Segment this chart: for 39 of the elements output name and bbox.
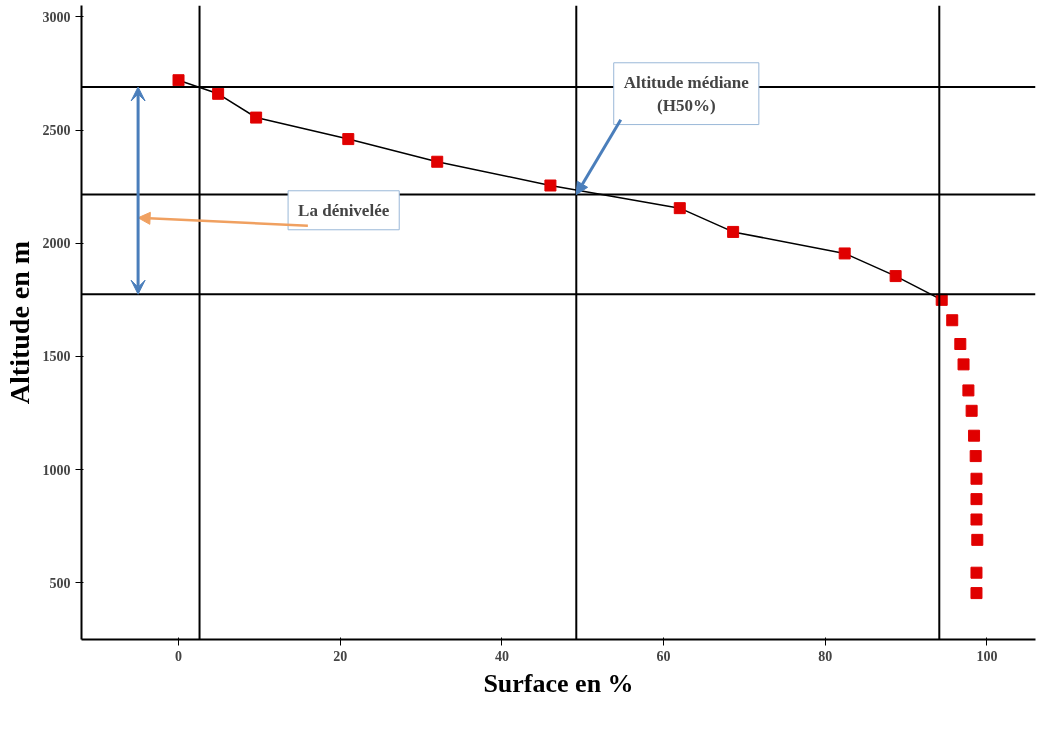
- point: [970, 472, 983, 485]
- point: [946, 314, 959, 327]
- point: [971, 533, 984, 546]
- x-tick-label: 20: [333, 648, 348, 664]
- point: [889, 270, 902, 283]
- point: [954, 338, 967, 351]
- point: [212, 87, 225, 100]
- point: [970, 493, 983, 506]
- annotation: Altitude médiane (H50%): [623, 72, 750, 115]
- point: [727, 225, 740, 238]
- point: [970, 566, 983, 579]
- point: [970, 587, 983, 600]
- point: [962, 384, 975, 397]
- point: [968, 429, 981, 442]
- point: [250, 111, 263, 124]
- y-tick-label: 1000: [42, 462, 71, 478]
- y-tick-label: 2000: [42, 236, 71, 252]
- x-axis-title: Surface en %: [483, 668, 634, 698]
- point: [431, 155, 444, 168]
- y-tick-label: 500: [49, 575, 71, 591]
- point: [957, 358, 970, 371]
- x-tick-label: 60: [656, 648, 671, 664]
- point: [838, 247, 851, 260]
- point: [965, 404, 978, 417]
- point: [172, 74, 185, 87]
- x-tick-label: 80: [818, 648, 833, 664]
- point: [544, 179, 557, 192]
- y-axis-title: Altitude en m: [3, 240, 35, 405]
- y-tick-label: 2500: [42, 123, 71, 139]
- point: [673, 202, 686, 215]
- y-tick-label: 3000: [42, 9, 71, 25]
- x-tick-label: 100: [976, 648, 998, 664]
- x-tick-label: 0: [175, 648, 183, 664]
- y-tick-label: 1500: [42, 349, 71, 365]
- x-tick-label: 40: [494, 648, 509, 664]
- point: [970, 513, 983, 526]
- point: [342, 133, 355, 146]
- point: [969, 450, 982, 463]
- annotation: La dénivelée: [298, 200, 390, 220]
